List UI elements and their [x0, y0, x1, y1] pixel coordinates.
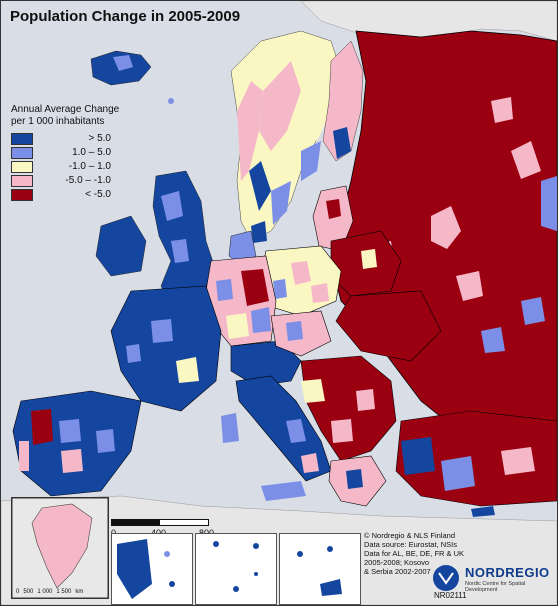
- credit-line-1: © Nordregio & NLS Finland: [364, 531, 455, 540]
- nordregio-logo: NORDREGIO Nordic Centre for Spatial Deve…: [431, 561, 555, 603]
- legend-swatch: [11, 175, 33, 187]
- legend-swatch: [11, 189, 33, 201]
- balkans-region: [300, 355, 397, 462]
- credit-line-3: Data for AL, BE, DE, FR & UK: [364, 549, 465, 558]
- gl-scale-tick-3: 1 500: [56, 589, 72, 595]
- greenland-shape: [31, 503, 93, 589]
- inset-canary: [111, 533, 193, 605]
- gl-scale-tick-1: 500: [23, 589, 34, 595]
- gl-scale-unit: km: [75, 589, 84, 595]
- greenland-inset: 0 500 1 000 1 500 km: [11, 497, 109, 599]
- legend-swatch: [11, 147, 33, 159]
- legend-label: > 5.0: [88, 133, 111, 144]
- legend-heading-line2: per 1 000 inhabitants: [11, 116, 105, 127]
- legend-swatch: [11, 161, 33, 173]
- map-code: NR02111: [434, 591, 467, 600]
- inset-caribbean: [279, 533, 361, 605]
- greenland-scale: 0 500 1 000 1 500 km: [16, 589, 83, 595]
- logo-tagline: Nordic Centre for Spatial Development: [465, 581, 526, 593]
- map-title: Population Change in 2005-2009: [10, 8, 241, 25]
- legend-label: 1.0 – 5.0: [72, 147, 111, 158]
- legend-label: -5.0 – -1.0: [65, 175, 111, 186]
- legend-classes: > 5.0 1.0 – 5.0 -1.0 – 1.0 -5.0 – -1.0 < -5.…: [11, 132, 119, 202]
- legend-label: -1.0 – 1.0: [68, 161, 111, 172]
- legend-row: > 5.0: [11, 132, 119, 146]
- ireland-region: [95, 215, 147, 277]
- legend-heading-line1: Annual Average Change: [11, 104, 120, 115]
- inset-azores: [195, 533, 277, 605]
- turkey-region: [395, 410, 557, 507]
- legend-label: < -5.0: [85, 189, 111, 200]
- legend: Annual Average Change per 1 000 inhabita…: [11, 104, 119, 202]
- legend-swatch: [11, 133, 33, 145]
- gl-scale-tick-2: 1 000: [37, 589, 53, 595]
- credit-line-4: 2005-2008; Kosovo: [364, 558, 430, 567]
- legend-row: < -5.0: [11, 188, 119, 202]
- credit-line-5: & Serbia 2002-2007: [364, 567, 431, 576]
- credits-block: © Nordregio & NLS Finland Data source: E…: [364, 531, 482, 576]
- legend-row: 1.0 – 5.0: [11, 146, 119, 160]
- credit-line-2: Data source: Eurostat, NSIs: [364, 540, 457, 549]
- legend-row: -5.0 – -1.0: [11, 174, 119, 188]
- logo-name: NORDREGIO: [465, 565, 550, 580]
- legend-row: -1.0 – 1.0: [11, 160, 119, 174]
- gl-scale-tick-0: 0: [16, 589, 20, 595]
